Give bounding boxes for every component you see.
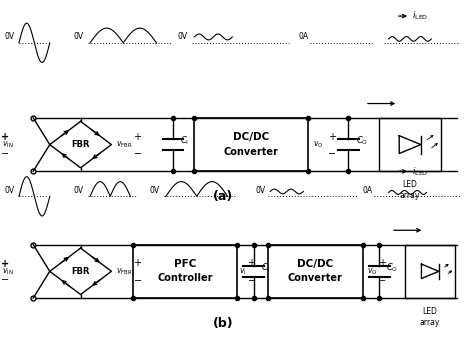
- Text: +: +: [247, 258, 255, 268]
- Text: $v_{\rm FBR}$: $v_{\rm FBR}$: [116, 266, 133, 277]
- Text: $C_{\rm O}$: $C_{\rm O}$: [386, 261, 399, 274]
- Text: 0V: 0V: [256, 186, 266, 195]
- Text: FBR: FBR: [71, 140, 90, 149]
- Text: $C_{\rm O}$: $C_{\rm O}$: [356, 135, 368, 147]
- Bar: [133, 245, 237, 298]
- Text: 0V: 0V: [73, 186, 83, 195]
- Text: $i_{\rm LED}$: $i_{\rm LED}$: [412, 165, 429, 178]
- Text: +: +: [0, 132, 9, 142]
- Text: $-$: $-$: [0, 147, 9, 157]
- Text: Converter: Converter: [288, 273, 343, 283]
- Text: $-$: $-$: [246, 274, 256, 284]
- Text: 0V: 0V: [5, 32, 15, 41]
- Text: 0V: 0V: [5, 186, 15, 195]
- Bar: [268, 245, 363, 298]
- Text: $-$: $-$: [0, 273, 9, 283]
- Text: $v_{\rm IN}$: $v_{\rm IN}$: [2, 266, 14, 277]
- Text: $v_{\rm O}$: $v_{\rm O}$: [313, 139, 323, 150]
- Text: PFC: PFC: [173, 259, 196, 269]
- Text: $-$: $-$: [133, 274, 142, 284]
- Text: $v_{\rm FBR}$: $v_{\rm FBR}$: [116, 139, 133, 150]
- Text: $-$: $-$: [377, 274, 386, 284]
- Text: +: +: [328, 132, 336, 142]
- Text: $-$: $-$: [327, 147, 337, 157]
- Text: 0A: 0A: [363, 186, 373, 195]
- Text: DC/DC: DC/DC: [233, 132, 269, 142]
- Text: DC/DC: DC/DC: [297, 259, 333, 269]
- Text: +: +: [134, 258, 141, 268]
- Text: (a): (a): [213, 190, 233, 203]
- Text: 0V: 0V: [73, 32, 83, 41]
- Text: $v_{\rm IN}$: $v_{\rm IN}$: [2, 139, 14, 150]
- Text: array: array: [420, 318, 440, 327]
- Text: $v_{\rm O}$: $v_{\rm O}$: [367, 266, 378, 277]
- Text: $-$: $-$: [133, 147, 142, 157]
- Bar: [194, 118, 308, 171]
- Text: FBR: FBR: [71, 267, 90, 276]
- Text: $C_{\rm I}$: $C_{\rm I}$: [180, 135, 189, 147]
- Text: LED: LED: [423, 307, 438, 316]
- Text: LED: LED: [402, 180, 418, 189]
- Text: $C_{\rm I}$: $C_{\rm I}$: [261, 261, 270, 274]
- Bar: [405, 245, 455, 298]
- Text: +: +: [378, 258, 385, 268]
- Text: 0V: 0V: [178, 32, 188, 41]
- Text: +: +: [134, 132, 141, 142]
- Text: Controller: Controller: [157, 273, 213, 283]
- Text: (b): (b): [212, 317, 233, 330]
- Text: array: array: [400, 191, 420, 200]
- Text: Converter: Converter: [224, 147, 279, 157]
- Text: $v_{\rm I}$: $v_{\rm I}$: [239, 266, 247, 277]
- Bar: [379, 118, 441, 171]
- Text: 0V: 0V: [149, 186, 159, 195]
- Text: 0A: 0A: [299, 32, 309, 41]
- Text: +: +: [0, 259, 9, 269]
- Text: $i_{\rm LED}$: $i_{\rm LED}$: [412, 10, 429, 22]
